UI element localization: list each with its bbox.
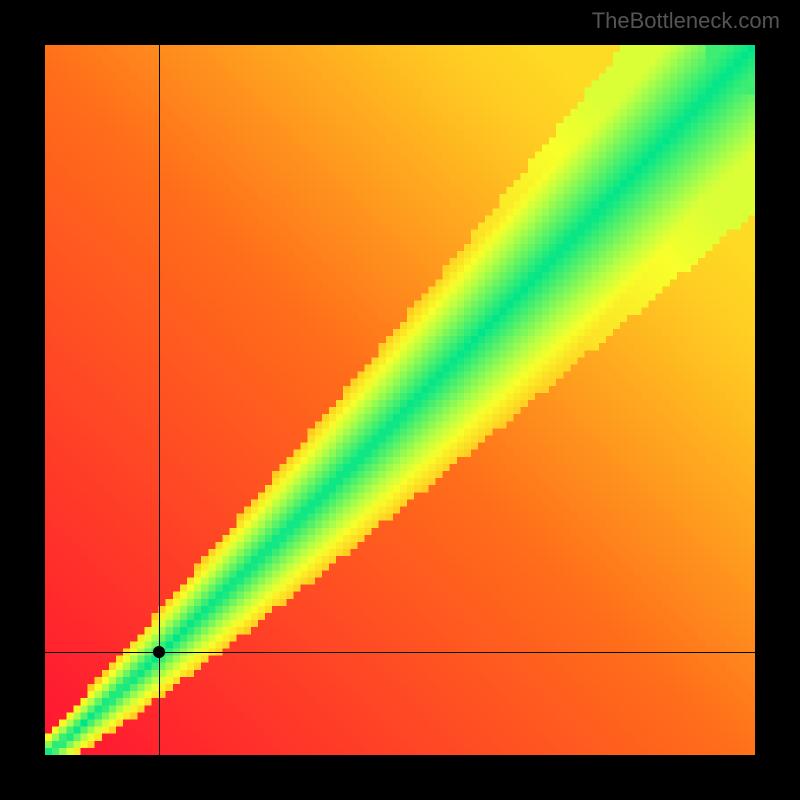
crosshair-horizontal (45, 652, 755, 653)
heatmap-canvas (45, 45, 755, 755)
marker-dot (153, 646, 165, 658)
watermark-text: TheBottleneck.com (592, 8, 780, 34)
heatmap-plot (45, 45, 755, 755)
